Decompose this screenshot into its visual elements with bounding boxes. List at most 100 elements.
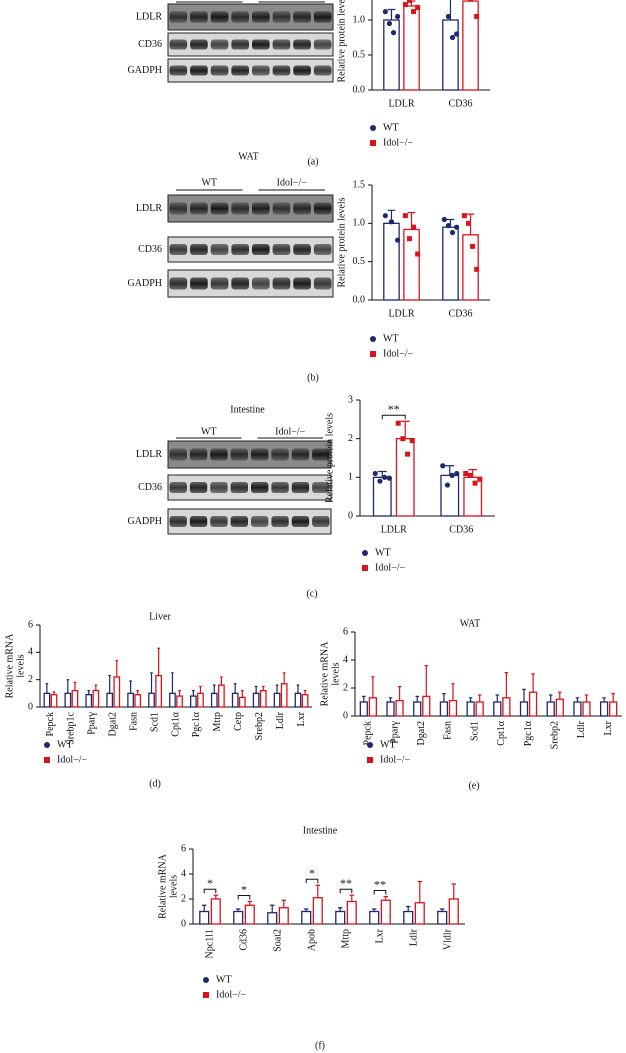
error-bar bbox=[388, 697, 393, 702]
data-point bbox=[454, 224, 460, 230]
bar bbox=[43, 692, 51, 708]
blot-row-label: GADPH bbox=[128, 516, 162, 527]
error-bar bbox=[270, 904, 275, 913]
bar bbox=[278, 907, 289, 925]
bar bbox=[231, 692, 239, 708]
bar bbox=[448, 898, 459, 925]
bar bbox=[413, 701, 422, 717]
error-bar bbox=[233, 683, 237, 694]
error-bar bbox=[338, 907, 343, 912]
bar bbox=[546, 701, 555, 717]
legend-marker bbox=[370, 125, 376, 131]
data-point bbox=[390, 29, 397, 36]
significance-label: ** bbox=[374, 877, 386, 891]
bar bbox=[238, 696, 246, 708]
blot-band bbox=[190, 39, 208, 50]
x-tick-label: Soat2 bbox=[272, 929, 283, 952]
blot-band bbox=[293, 39, 311, 50]
panel-label: (d) bbox=[149, 778, 161, 789]
bar bbox=[244, 904, 255, 925]
y-tick-label: 0.0 bbox=[353, 84, 366, 95]
x-tick-label: Dgat2 bbox=[108, 712, 119, 736]
blot-row-label: LDLR bbox=[136, 203, 162, 214]
blot-band bbox=[210, 448, 228, 461]
x-tick-label: Apob bbox=[306, 929, 317, 951]
error-bar bbox=[477, 694, 482, 702]
x-tick-label: Srebp2 bbox=[254, 712, 265, 740]
blot-band bbox=[169, 65, 188, 76]
error-bar bbox=[115, 659, 119, 677]
y-tick-label: 0 bbox=[181, 918, 186, 929]
y-tick-label: 2 bbox=[348, 433, 353, 444]
blot-band bbox=[169, 244, 188, 255]
legend-marker bbox=[44, 742, 50, 748]
error-bar bbox=[611, 693, 615, 702]
error-bar bbox=[247, 900, 252, 906]
legend-marker bbox=[370, 351, 376, 357]
y-axis-title: levels bbox=[15, 654, 26, 677]
error-bar bbox=[213, 894, 218, 899]
blot-band bbox=[169, 482, 187, 493]
x-tick-label: Ldlr bbox=[275, 711, 286, 729]
blot-band bbox=[252, 202, 270, 215]
bar bbox=[383, 19, 400, 91]
x-tick-label: Ldlr bbox=[408, 928, 419, 946]
error-bar bbox=[575, 697, 580, 702]
blot-band bbox=[231, 65, 249, 76]
y-axis-title: Relative protein levels bbox=[324, 413, 335, 503]
blot-band bbox=[293, 277, 311, 290]
blot-row-label: GADPH bbox=[128, 278, 162, 289]
bar bbox=[395, 699, 404, 717]
bar bbox=[218, 684, 225, 708]
error-bar bbox=[282, 672, 286, 684]
data-point bbox=[463, 470, 469, 476]
legend-label: Idol−/− bbox=[383, 348, 414, 359]
data-point bbox=[402, 2, 408, 8]
significance-bracket bbox=[381, 414, 406, 420]
error-bar bbox=[468, 697, 473, 702]
bar bbox=[50, 694, 58, 708]
legend-marker bbox=[203, 977, 209, 983]
error-bar bbox=[129, 680, 132, 694]
blot-band bbox=[271, 482, 289, 493]
blot-band bbox=[313, 11, 332, 23]
error-bar bbox=[157, 647, 160, 676]
bar bbox=[312, 897, 323, 925]
y-tick-label: 4 bbox=[181, 868, 186, 879]
x-tick-label: Cetp bbox=[233, 712, 244, 731]
blot-band bbox=[313, 244, 332, 255]
blot-band bbox=[210, 482, 228, 493]
blot-band bbox=[312, 482, 330, 493]
error-bar bbox=[451, 883, 456, 899]
blot-band bbox=[272, 202, 291, 215]
legend-label: Idol−/− bbox=[383, 137, 414, 148]
x-tick-label: LDLR bbox=[388, 98, 414, 109]
bar bbox=[267, 912, 278, 925]
data-point bbox=[372, 470, 378, 477]
bar bbox=[92, 689, 100, 708]
y-tick-label: 1.0 bbox=[353, 218, 366, 229]
panel-label: (f) bbox=[315, 1040, 325, 1051]
error-bar bbox=[178, 690, 181, 697]
data-point bbox=[395, 237, 401, 243]
blot-band bbox=[312, 516, 330, 527]
error-bar bbox=[371, 676, 375, 698]
error-bar bbox=[415, 695, 419, 702]
y-axis-title: Relative mRNA bbox=[4, 633, 15, 698]
significance-label: * bbox=[309, 866, 315, 880]
panel-label: (b) bbox=[307, 372, 319, 383]
significance-bracket bbox=[373, 890, 387, 895]
data-point bbox=[461, 213, 467, 219]
data-point bbox=[395, 13, 401, 20]
error-bar bbox=[522, 688, 526, 702]
x-tick-label: Fasn bbox=[128, 712, 139, 731]
blot-band bbox=[210, 202, 229, 215]
x-tick-label: Lxr bbox=[296, 711, 307, 726]
y-tick-label: 6 bbox=[181, 843, 186, 854]
bar bbox=[134, 694, 142, 708]
blot-frame bbox=[167, 58, 334, 83]
blot-band bbox=[231, 39, 249, 50]
bar bbox=[106, 692, 114, 708]
data-point bbox=[411, 9, 417, 15]
group-label: WT bbox=[201, 0, 217, 1]
